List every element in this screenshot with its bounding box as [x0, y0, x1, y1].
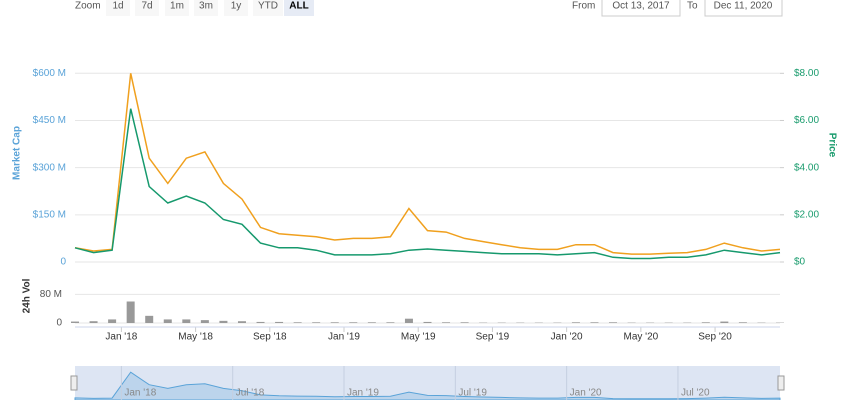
y2-tick-label: $0 [794, 257, 806, 268]
y-axis-title: 24h Vol [22, 278, 33, 313]
bar [200, 320, 209, 323]
zoom-option[interactable]: ALL [289, 1, 308, 12]
x-tick-label: May '19 [401, 332, 436, 343]
y-tick-label: 0 [56, 318, 62, 329]
bar [219, 320, 228, 323]
bar [89, 321, 98, 323]
bar [423, 321, 432, 323]
bar [71, 321, 79, 323]
bar [312, 322, 321, 323]
x-tick-label: Sep '19 [476, 332, 510, 343]
bar [330, 322, 339, 323]
zoom-button[interactable] [106, 0, 130, 16]
from-value[interactable]: Oct 13, 2017 [612, 1, 670, 12]
navigator-tick-label: Jan '19 [347, 388, 379, 399]
x-tick-label: Sep '20 [698, 332, 732, 343]
to-label: To [687, 1, 698, 12]
y2-tick-label: $4.00 [794, 162, 819, 173]
zoom-option[interactable]: 1m [170, 1, 184, 12]
zoom-button[interactable] [194, 0, 218, 16]
navigator-tick-label: Jan '20 [570, 388, 602, 399]
bar [442, 322, 451, 323]
x-tick-label: Sep '18 [253, 332, 287, 343]
zoom-option[interactable]: 3m [199, 1, 213, 12]
x-tick-label: Jan '20 [551, 332, 583, 343]
y-tick-label: 0 [60, 257, 66, 268]
bar [590, 322, 599, 323]
y-tick-label: $300 M [33, 162, 66, 173]
from-input[interactable] [601, 0, 681, 17]
bar [256, 321, 265, 323]
y2-axis-title: Price [826, 133, 837, 158]
bar [701, 322, 710, 323]
navigator-tick-label: Jul '18 [236, 388, 265, 399]
y2-tick-label: $8.00 [794, 68, 819, 79]
y-tick-label: $450 M [33, 115, 66, 126]
y-tick-label: 80 M [40, 289, 62, 300]
bar [738, 322, 747, 323]
zoom-button[interactable] [253, 0, 283, 16]
bar [275, 321, 284, 323]
bar [163, 319, 172, 323]
bar [367, 322, 376, 323]
zoom-option[interactable]: YTD [258, 1, 278, 12]
zoom-button[interactable] [165, 0, 189, 16]
zoom-button[interactable] [284, 0, 314, 16]
navigator-handle[interactable] [70, 375, 78, 391]
x-tick-label: May '18 [178, 332, 213, 343]
from-label: From [572, 1, 595, 12]
navigator-tick-label: Jul '19 [458, 388, 487, 399]
series-line [74, 73, 781, 255]
bar [126, 301, 135, 323]
zoom-label: Zoom [75, 1, 101, 12]
bar [145, 315, 154, 323]
zoom-option[interactable]: 7d [141, 1, 152, 12]
zoom-button[interactable] [224, 0, 248, 16]
bar [293, 322, 302, 323]
navigator-tick-label: Jan '18 [124, 388, 156, 399]
bar [571, 322, 580, 323]
navigator-handle[interactable] [777, 375, 785, 391]
bar [404, 318, 413, 323]
series-line [74, 108, 781, 260]
zoom-option[interactable]: 1y [231, 1, 242, 12]
x-tick-label: Jan '19 [328, 332, 360, 343]
bar [386, 322, 395, 323]
x-tick-label: May '20 [624, 332, 659, 343]
bar [609, 322, 618, 323]
navigator-tick-label: Jul '20 [681, 388, 710, 399]
y2-tick-label: $2.00 [794, 209, 819, 220]
y-tick-label: $150 M [33, 209, 66, 220]
y-tick-label: $600 M [33, 68, 66, 79]
y2-tick-label: $6.00 [794, 115, 819, 126]
bar [108, 319, 117, 323]
bar [349, 322, 358, 323]
bar [182, 319, 191, 323]
navigator-mask [75, 366, 780, 400]
zoom-option[interactable]: 1d [112, 1, 123, 12]
x-tick-label: Jan '18 [105, 332, 137, 343]
bar [720, 321, 729, 323]
bar [237, 321, 246, 323]
zoom-button[interactable] [135, 0, 159, 16]
y-axis-title: Market Cap [12, 126, 23, 180]
to-value[interactable]: Dec 11, 2020 [714, 1, 773, 12]
to-input[interactable] [704, 0, 783, 17]
bar [460, 322, 469, 323]
